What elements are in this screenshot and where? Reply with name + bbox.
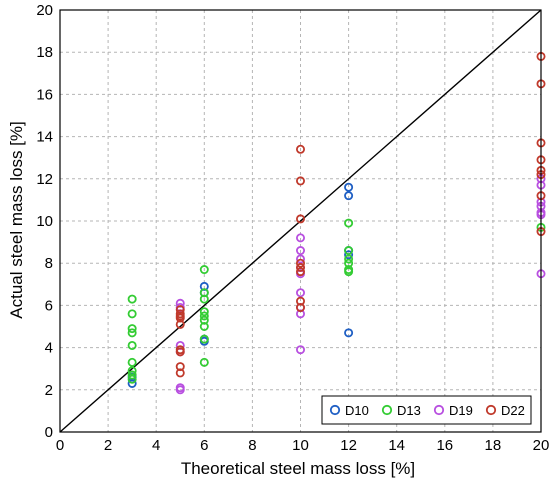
series-d13 — [127, 218, 546, 384]
x-tick-label: 0 — [56, 437, 64, 454]
data-point — [199, 307, 209, 317]
data-point — [344, 191, 354, 201]
y-tick-label: 16 — [36, 86, 53, 103]
legend-marker — [329, 404, 341, 416]
data-point — [127, 294, 137, 304]
data-point — [175, 385, 185, 395]
data-point — [199, 294, 209, 304]
x-tick-label: 10 — [292, 437, 309, 454]
y-tick-label: 18 — [36, 44, 53, 61]
legend-marker — [485, 404, 497, 416]
data-point — [295, 176, 305, 186]
data-point — [295, 144, 305, 154]
data-point — [175, 319, 185, 329]
data-point — [295, 345, 305, 355]
legend-marker — [381, 404, 393, 416]
x-tick-label: 12 — [340, 437, 357, 454]
data-point — [175, 347, 185, 357]
legend-marker — [433, 404, 445, 416]
x-tick-label: 4 — [152, 437, 160, 454]
data-point — [295, 258, 305, 268]
legend-box — [321, 395, 532, 425]
data-point — [199, 265, 209, 275]
data-point — [127, 357, 137, 367]
data-point — [344, 328, 354, 338]
data-point — [127, 374, 137, 384]
x-axis-label: Theoretical steel mass loss [%] — [181, 459, 415, 478]
data-point — [295, 246, 305, 256]
y-tick-labels: 0 2 4 6 8 10 12 14 16 18 20 — [36, 2, 53, 441]
data-point — [175, 368, 185, 378]
data-point — [127, 340, 137, 350]
data-point — [295, 233, 305, 243]
data-point — [295, 262, 305, 272]
legend-label: D10 — [345, 403, 369, 418]
series-d19 — [175, 174, 546, 395]
y-tick-label: 14 — [36, 129, 53, 146]
data-points — [127, 51, 546, 395]
x-tick-label: 18 — [485, 437, 502, 454]
y-tick-label: 6 — [45, 297, 53, 314]
data-point — [127, 328, 137, 338]
data-point — [127, 370, 137, 380]
data-point — [295, 254, 305, 264]
data-point — [199, 357, 209, 367]
y-tick-label: 0 — [45, 424, 53, 441]
data-point — [199, 311, 209, 321]
data-point — [295, 288, 305, 298]
x-tick-label: 8 — [248, 437, 256, 454]
reference-line — [59, 9, 542, 433]
x-tick-label: 20 — [533, 437, 550, 454]
data-point — [199, 334, 209, 344]
data-point — [127, 324, 137, 334]
data-point — [344, 267, 354, 277]
y-tick-label: 4 — [45, 340, 53, 357]
data-point — [344, 246, 354, 256]
x-tick-label: 6 — [200, 437, 208, 454]
x-tick-label: 16 — [436, 437, 453, 454]
y-tick-label: 10 — [36, 213, 53, 230]
legend-label: D22 — [501, 403, 525, 418]
y-axis-label: Actual steel mass loss [%] — [7, 121, 26, 318]
data-point — [344, 182, 354, 192]
data-point — [295, 303, 305, 313]
data-point — [127, 366, 137, 376]
y-tick-label: 8 — [45, 255, 53, 272]
x-tick-label: 14 — [388, 437, 405, 454]
x-tick-labels: 0 2 4 6 8 10 12 14 16 18 20 — [56, 437, 550, 454]
data-point — [344, 218, 354, 228]
data-point — [295, 267, 305, 277]
data-point — [344, 254, 354, 264]
series-d22 — [175, 51, 546, 378]
legend-label: D19 — [449, 403, 473, 418]
y-tick-label: 2 — [45, 382, 53, 399]
y-tick-label: 20 — [36, 2, 53, 19]
series-d10 — [127, 182, 354, 388]
data-point — [199, 321, 209, 331]
data-point — [344, 250, 354, 260]
legend: D10 D13 D19 D22 — [321, 395, 532, 425]
y-tick-label: 12 — [36, 171, 53, 188]
legend-label: D13 — [397, 403, 421, 418]
data-point — [295, 214, 305, 224]
data-point — [127, 309, 137, 319]
x-tick-label: 2 — [104, 437, 112, 454]
plot-frame — [59, 9, 542, 433]
